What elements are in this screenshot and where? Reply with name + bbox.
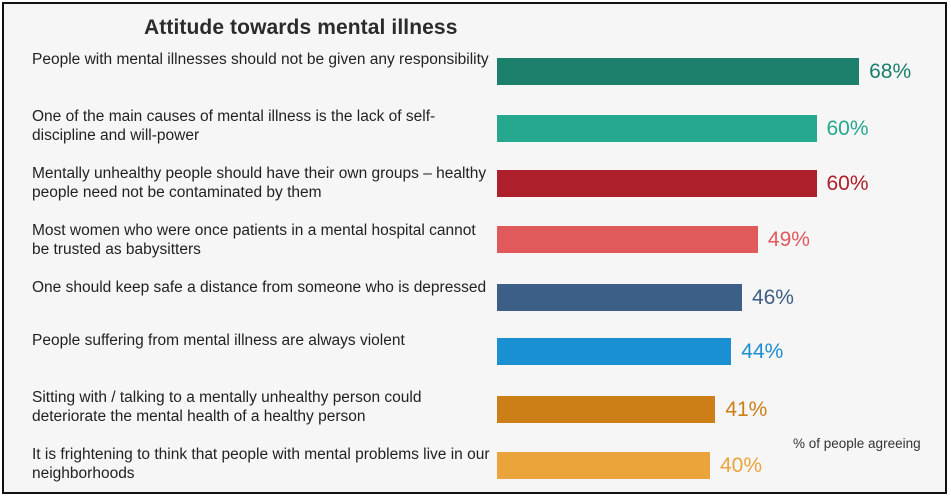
bar <box>497 452 710 479</box>
value-label: 60% <box>826 172 869 195</box>
category-label: People suffering from mental illness are… <box>32 332 405 349</box>
category-label: Sitting with / talking to a mentally unh… <box>32 389 422 425</box>
bar <box>497 226 758 253</box>
value-label: 44% <box>741 340 784 363</box>
category-label: Mentally unhealthy people should have th… <box>32 165 487 201</box>
bar <box>497 338 732 365</box>
bar <box>497 396 716 423</box>
value-label: 68% <box>869 60 912 83</box>
value-label: 40% <box>720 454 763 477</box>
value-axis-label: % of people agreeing <box>793 436 921 451</box>
value-label: 46% <box>751 286 794 309</box>
category-label: It is frightening to think that people w… <box>32 446 490 482</box>
value-label: 49% <box>767 228 810 251</box>
category-label: People with mental illnesses should not … <box>32 51 489 68</box>
bar <box>497 170 817 197</box>
category-label: One of the main causes of mental illness… <box>32 108 436 144</box>
value-label: 60% <box>826 117 869 140</box>
chart-title: Attitude towards mental illness <box>144 16 458 39</box>
bar <box>497 115 817 142</box>
bar <box>497 284 742 311</box>
category-label: Most women who were once patients in a m… <box>32 222 476 258</box>
category-label: One should keep safe a distance from som… <box>32 279 487 296</box>
value-label: 41% <box>725 398 768 421</box>
bar <box>497 58 860 85</box>
